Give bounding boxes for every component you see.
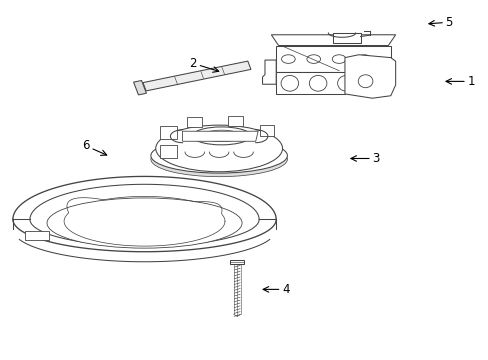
Polygon shape xyxy=(182,131,258,141)
Text: 2: 2 xyxy=(189,57,218,72)
Polygon shape xyxy=(344,55,395,98)
Polygon shape xyxy=(160,128,175,138)
Polygon shape xyxy=(332,33,360,42)
Ellipse shape xyxy=(151,138,287,173)
Polygon shape xyxy=(187,117,202,127)
Text: 1: 1 xyxy=(445,75,474,88)
Polygon shape xyxy=(259,126,274,135)
Polygon shape xyxy=(159,126,177,139)
Ellipse shape xyxy=(358,75,372,88)
Ellipse shape xyxy=(306,55,320,63)
Text: 6: 6 xyxy=(82,139,106,156)
Text: 3: 3 xyxy=(350,152,379,165)
Ellipse shape xyxy=(47,198,242,248)
Polygon shape xyxy=(142,61,250,91)
Ellipse shape xyxy=(337,75,354,91)
Polygon shape xyxy=(262,60,276,84)
Polygon shape xyxy=(276,72,344,94)
Ellipse shape xyxy=(331,55,345,63)
Ellipse shape xyxy=(309,75,326,91)
Polygon shape xyxy=(159,145,177,158)
Text: 4: 4 xyxy=(263,283,289,296)
Polygon shape xyxy=(230,260,244,264)
Ellipse shape xyxy=(202,130,241,141)
Polygon shape xyxy=(24,231,49,239)
Polygon shape xyxy=(228,116,243,126)
Ellipse shape xyxy=(192,127,250,145)
Ellipse shape xyxy=(281,75,298,91)
Ellipse shape xyxy=(357,55,370,63)
Ellipse shape xyxy=(156,125,282,172)
Ellipse shape xyxy=(151,142,287,177)
Polygon shape xyxy=(271,35,395,45)
Polygon shape xyxy=(133,81,146,95)
Polygon shape xyxy=(276,45,390,72)
Text: 5: 5 xyxy=(428,16,452,29)
Ellipse shape xyxy=(281,55,295,63)
